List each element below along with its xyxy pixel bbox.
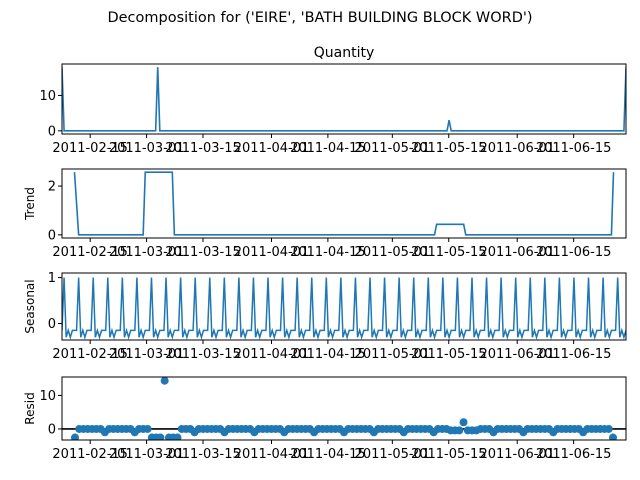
resid-point (173, 433, 182, 440)
x-tick-label: 2011-02-15 (52, 347, 128, 362)
y-tick-label: 10 (39, 89, 56, 104)
y-tick-label: 0 (48, 422, 56, 437)
panel-1: Quantity 0 10 2011-02-152011-03-012011-03-1… (39, 45, 627, 156)
x-tick-label: 2011-04-01 (234, 141, 310, 156)
x-tick-label: 2011-05-15 (411, 347, 487, 362)
x-tick-label: 2011-05-15 (411, 447, 487, 462)
x-tick-label: 2011-06-01 (479, 141, 555, 156)
x-tick-label: 2011-04-01 (234, 447, 310, 462)
x-tick-label: 2011-02-15 (52, 447, 128, 462)
ylabel-resid: Resid (23, 392, 37, 424)
resid-point (459, 418, 468, 427)
x-tick-label: 2011-06-15 (536, 447, 612, 462)
resid-point (71, 433, 79, 440)
x-tick-label: 2011-05-01 (355, 447, 431, 462)
y-tick-label: 1 (48, 271, 56, 286)
y-tick-label: 2 (48, 180, 56, 195)
x-tick-label: 2011-02-15 (52, 141, 128, 156)
x-tick-label: 2011-03-01 (109, 447, 185, 462)
plot-area (73, 171, 615, 236)
x-tick-label: 2011-04-15 (290, 141, 366, 156)
chart-panels: Quantity0102011-02-152011-03-012011-03-1… (23, 45, 627, 462)
x-tick-label: 2011-04-15 (290, 347, 366, 362)
y-tick-label: 10 (39, 389, 56, 404)
x-tick-label: 2011-06-01 (479, 245, 555, 260)
x-tick-label: 2011-03-01 (109, 141, 185, 156)
x-tick-label: 2011-03-15 (165, 141, 241, 156)
y-tick-label: 0 (48, 317, 56, 332)
series-line (73, 171, 615, 236)
x-tick-label: 2011-04-15 (290, 245, 366, 260)
plot-area (62, 67, 626, 132)
resid-point (160, 377, 169, 385)
x-tick-label: 2011-04-01 (234, 347, 310, 362)
y-tick-label: 0 (48, 228, 56, 243)
panel-2: Trend022011-02-152011-03-012011-03-15201… (23, 168, 627, 260)
x-tick-label: 2011-05-15 (411, 141, 487, 156)
resid-point (156, 433, 165, 440)
plot-area (62, 277, 626, 340)
axes-frame (61, 168, 627, 239)
axes-frame (61, 63, 627, 135)
series-line (62, 67, 626, 132)
x-tick-label: 2011-03-01 (109, 245, 185, 260)
x-tick-label: 2011-02-15 (52, 245, 128, 260)
x-tick-label: 2011-06-15 (536, 245, 612, 260)
series-line (62, 277, 626, 340)
ylabel-trend: Trend (23, 187, 37, 221)
x-tick-label: 2011-06-15 (536, 141, 612, 156)
x-tick-label: 2011-06-15 (536, 347, 612, 362)
x-tick-label: 2011-04-01 (234, 245, 310, 260)
panel-4: Resid0102011-02-152011-03-012011-03-1520… (23, 376, 627, 462)
resid-point (455, 426, 464, 435)
x-tick-label: 2011-06-01 (479, 447, 555, 462)
axes-frame (61, 272, 627, 341)
x-tick-label: 2011-03-01 (109, 347, 185, 362)
plot-area (62, 377, 626, 440)
figure-title: Decomposition for ('EIRE', 'BATH BUILDIN… (107, 10, 532, 26)
resid-point (609, 433, 617, 440)
x-tick-label: 2011-04-15 (290, 447, 366, 462)
x-tick-label: 2011-03-15 (165, 347, 241, 362)
y-tick-label: 0 (48, 124, 56, 139)
panel-3: Seasonal 0 1 2011-02-152011-03-012011-03-15… (23, 271, 627, 362)
x-tick-label: 2011-03-15 (165, 447, 241, 462)
x-tick-label: 2011-03-15 (165, 245, 241, 260)
resid-point (143, 424, 152, 433)
x-tick-label: 2011-05-01 (355, 141, 431, 156)
x-tick-label: 2011-05-01 (355, 245, 431, 260)
axes-frame (61, 376, 627, 441)
panel-title: Quantity (314, 45, 375, 61)
x-tick-label: 2011-05-01 (355, 347, 431, 362)
x-tick-label: 2011-05-15 (411, 245, 487, 260)
ylabel-seasonal: Seasonal (23, 279, 37, 333)
resid-point (604, 424, 613, 433)
x-tick-label: 2011-06-01 (479, 347, 555, 362)
